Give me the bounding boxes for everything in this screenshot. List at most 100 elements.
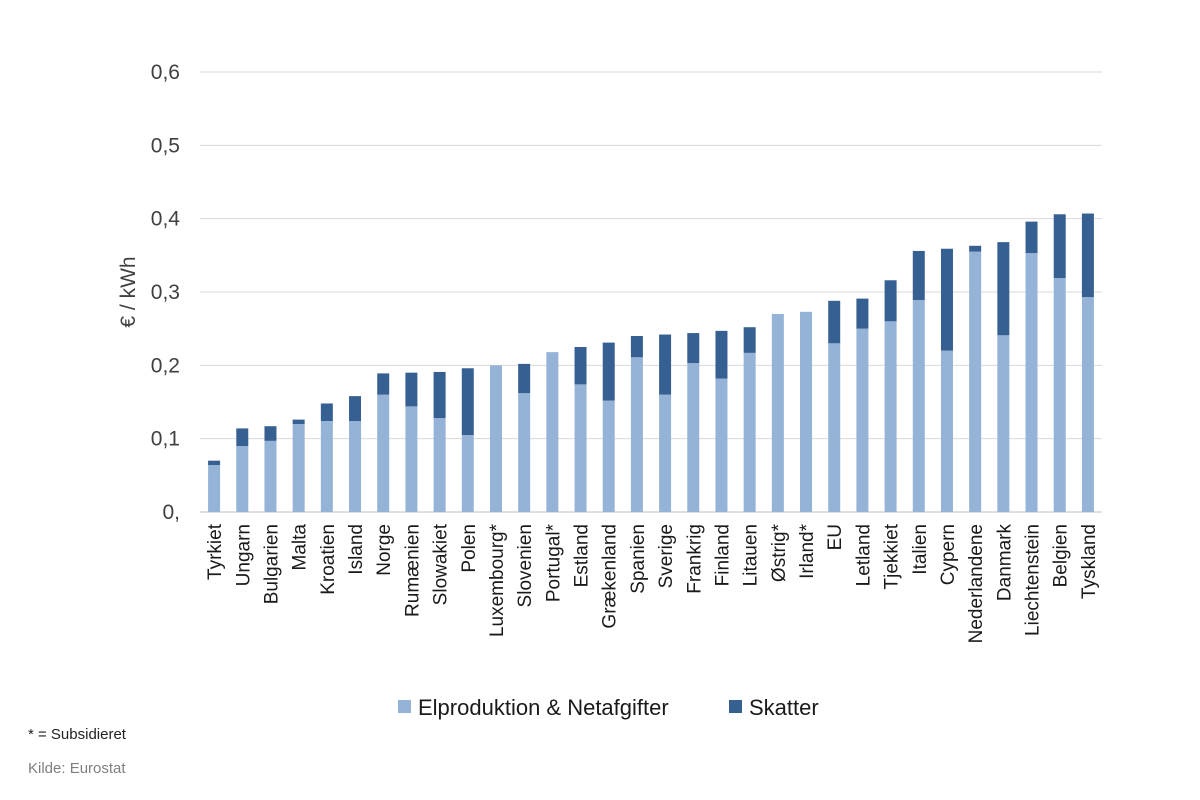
bar-skatter-26	[940, 248, 953, 351]
x-category-label: Litauen	[741, 524, 762, 586]
x-category-label: Liechtenstein	[1023, 524, 1044, 636]
x-category-label: Finland	[712, 524, 733, 586]
x-category-label: Slowakiet	[431, 523, 452, 605]
x-category-label: Sverige	[656, 524, 677, 588]
y-tick-label: 0,6	[151, 61, 180, 84]
bar-elproduktion-1	[236, 446, 249, 512]
bar-elproduktion-24	[884, 321, 897, 512]
y-axis-ticks: 0, 0,1 0,2 0,3 0,4 0,5 0,6	[151, 61, 181, 524]
x-category-label: Malta	[290, 524, 311, 571]
legend-swatch-1	[729, 700, 742, 713]
bar-elproduktion-20	[771, 314, 784, 512]
bar-elproduktion-3	[292, 424, 305, 512]
legend-label-0: Elproduktion & Netafgifter	[418, 695, 669, 720]
y-tick-label: 0,4	[151, 208, 181, 231]
bar-skatter-5	[349, 396, 362, 422]
bars	[208, 213, 1094, 512]
bar-skatter-11	[518, 363, 531, 394]
bar-skatter-1	[236, 428, 249, 446]
x-category-label: Tjekkiet	[882, 523, 903, 589]
bar-elproduktion-10	[489, 365, 502, 512]
y-tick-label: 0,3	[151, 281, 180, 304]
bar-skatter-15	[630, 336, 643, 358]
x-category-label: Island	[346, 524, 367, 575]
x-category-label: Tyrkiet	[205, 523, 226, 580]
bar-skatter-6	[377, 373, 390, 395]
bar-elproduktion-27	[969, 251, 982, 512]
bar-elproduktion-28	[997, 335, 1010, 512]
bar-skatter-29	[1025, 221, 1038, 254]
bar-skatter-9	[461, 368, 474, 435]
x-category-label: Luxembourg*	[487, 523, 508, 637]
bar-skatter-30	[1053, 214, 1066, 279]
x-category-label: Bulgarien	[261, 524, 282, 604]
bar-elproduktion-26	[940, 350, 953, 512]
bar-elproduktion-5	[349, 421, 362, 512]
bar-skatter-18	[715, 330, 728, 379]
x-category-label: Rumænien	[402, 524, 423, 617]
legend-label-1: Skatter	[749, 695, 819, 720]
y-tick-label: 0,1	[151, 428, 180, 451]
x-category-label: Cypern	[938, 524, 959, 585]
bar-skatter-19	[743, 327, 756, 353]
bar-skatter-31	[1081, 213, 1094, 298]
x-category-label: Ungarn	[233, 524, 254, 586]
x-category-label: Grækenland	[600, 524, 621, 629]
subsidy-footnote: * = Subsidieret	[28, 726, 126, 743]
x-category-label: Portugal*	[543, 523, 564, 602]
bar-skatter-3	[292, 419, 305, 424]
bar-skatter-8	[433, 371, 446, 419]
bar-elproduktion-29	[1025, 253, 1038, 512]
source-footnote: Kilde: Eurostat	[28, 760, 126, 777]
bar-skatter-2	[264, 426, 277, 441]
bar-elproduktion-14	[602, 400, 615, 512]
bar-elproduktion-25	[912, 300, 925, 512]
x-category-label: Nederlandene	[966, 524, 987, 643]
y-tick-label: 0,	[162, 501, 180, 524]
bar-elproduktion-15	[630, 357, 643, 512]
bar-skatter-23	[856, 298, 869, 329]
legend-swatch-0	[398, 700, 411, 713]
bar-skatter-0	[208, 460, 221, 466]
y-axis-title: € / kWh	[117, 256, 140, 327]
bar-elproduktion-31	[1081, 297, 1094, 512]
bar-skatter-28	[997, 242, 1010, 336]
bar-elproduktion-2	[264, 440, 277, 512]
bar-elproduktion-7	[405, 406, 418, 512]
x-category-label: Frankrig	[684, 524, 705, 594]
bar-elproduktion-9	[461, 435, 474, 512]
x-category-label: Polen	[459, 524, 480, 573]
bar-skatter-4	[320, 403, 333, 422]
bar-skatter-27	[969, 245, 982, 252]
x-category-label: Italien	[910, 524, 931, 575]
bar-elproduktion-17	[687, 363, 700, 512]
bar-elproduktion-22	[828, 343, 841, 512]
x-category-label: Tyskland	[1079, 524, 1100, 599]
bar-elproduktion-4	[320, 421, 333, 512]
bar-elproduktion-0	[208, 465, 221, 512]
bar-elproduktion-13	[574, 384, 587, 512]
bar-elproduktion-21	[800, 311, 813, 512]
x-axis-labels: Tyrkiet Ungarn Bulgarien Malta Kroatien Islan…	[205, 523, 1100, 643]
bar-elproduktion-23	[856, 328, 869, 512]
bar-skatter-22	[828, 300, 841, 344]
x-category-label: Letland	[853, 524, 874, 586]
x-category-label: Spanien	[628, 524, 649, 594]
x-category-label: EU	[825, 524, 846, 550]
bar-skatter-13	[574, 347, 587, 385]
bar-elproduktion-19	[743, 352, 756, 512]
bar-elproduktion-11	[518, 393, 531, 512]
y-tick-label: 0,5	[151, 134, 180, 157]
x-category-label: Slovenien	[515, 524, 536, 607]
x-category-label: Irland*	[797, 523, 818, 579]
bar-skatter-14	[602, 342, 615, 401]
x-category-label: Østrig*	[769, 523, 790, 582]
bar-skatter-17	[687, 333, 700, 364]
legend: Elproduktion & Netafgifter Skatter	[398, 695, 819, 720]
x-category-label: Danmark	[994, 524, 1015, 602]
gridlines	[200, 71, 1102, 513]
y-tick-label: 0,2	[151, 354, 180, 377]
x-category-label: Norge	[374, 524, 395, 576]
bar-skatter-24	[884, 280, 897, 322]
